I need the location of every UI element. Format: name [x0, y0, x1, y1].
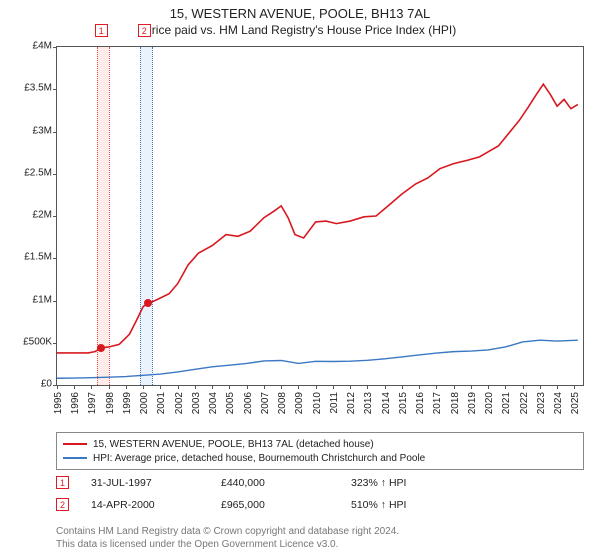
- x-tick-label: 1997: [87, 392, 98, 414]
- x-tick-label: 2012: [346, 392, 357, 414]
- x-tick-label: 2004: [208, 392, 219, 414]
- legend-label: HPI: Average price, detached house, Bour…: [93, 453, 425, 464]
- sale-row: 1 31-JUL-1997£440,000323% ↑ HPI: [56, 476, 584, 489]
- x-tick-label: 2002: [174, 392, 185, 414]
- x-tick-label: 2016: [415, 392, 426, 414]
- y-tick-label: £0: [4, 379, 52, 390]
- x-tick-label: 2000: [139, 392, 150, 414]
- x-tick-label: 2022: [519, 392, 530, 414]
- y-tick-label: £2.5M: [4, 167, 52, 178]
- sale-row-date: 31-JUL-1997: [91, 477, 221, 489]
- legend-box: 15, WESTERN AVENUE, POOLE, BH13 7AL (det…: [56, 432, 584, 470]
- sale-row-pct: 323% ↑ HPI: [351, 477, 406, 489]
- x-tick-label: 2001: [156, 392, 167, 414]
- chart-subtitle: Price paid vs. HM Land Registry's House …: [0, 23, 600, 37]
- x-tick-label: 2003: [191, 392, 202, 414]
- chart-svg: [57, 47, 583, 385]
- footnote-line-1: Contains HM Land Registry data © Crown c…: [56, 526, 584, 539]
- x-tick-label: 2006: [243, 392, 254, 414]
- x-tick-label: 2005: [225, 392, 236, 414]
- x-tick-label: 2013: [363, 392, 374, 414]
- x-tick-label: 2014: [381, 392, 392, 414]
- y-tick-label: £4M: [4, 41, 52, 52]
- x-tick-label: 2010: [312, 392, 323, 414]
- x-tick-label: 2021: [501, 392, 512, 414]
- x-tick-label: 1998: [105, 392, 116, 414]
- x-tick-label: 1999: [122, 392, 133, 414]
- chart-area: [56, 46, 584, 386]
- y-tick-label: £3M: [4, 125, 52, 136]
- x-tick-label: 2008: [277, 392, 288, 414]
- sale-point: [144, 299, 152, 307]
- sale-row-price: £965,000: [221, 499, 351, 511]
- x-tick-label: 1995: [53, 392, 64, 414]
- legend-label: 15, WESTERN AVENUE, POOLE, BH13 7AL (det…: [93, 439, 374, 450]
- footnote-line-2: This data is licensed under the Open Gov…: [56, 539, 584, 552]
- x-tick-label: 2025: [570, 392, 581, 414]
- y-tick-label: £3.5M: [4, 83, 52, 94]
- x-tick-label: 2015: [398, 392, 409, 414]
- x-tick-label: 2011: [329, 392, 340, 414]
- legend-swatch: [63, 443, 87, 445]
- y-tick-label: £2M: [4, 210, 52, 221]
- x-tick-label: 2024: [553, 392, 564, 414]
- sale-row-marker: 2: [56, 498, 69, 511]
- x-tick-label: 2019: [467, 392, 478, 414]
- legend-row: 15, WESTERN AVENUE, POOLE, BH13 7AL (det…: [63, 437, 577, 451]
- x-tick-label: 2017: [432, 392, 443, 414]
- sale-row-pct: 510% ↑ HPI: [351, 499, 406, 511]
- y-tick-label: £1M: [4, 294, 52, 305]
- x-tick-label: 2018: [450, 392, 461, 414]
- chart-title: 15, WESTERN AVENUE, POOLE, BH13 7AL: [0, 6, 600, 21]
- legend-swatch: [63, 457, 87, 459]
- sale-row-price: £440,000: [221, 477, 351, 489]
- sale-row-marker: 1: [56, 476, 69, 489]
- sale-row-date: 14-APR-2000: [91, 499, 221, 511]
- sale-point: [97, 344, 105, 352]
- x-tick-label: 2023: [536, 392, 547, 414]
- x-tick-label: 1996: [70, 392, 81, 414]
- x-tick-label: 2007: [260, 392, 271, 414]
- y-tick-label: £1.5M: [4, 252, 52, 263]
- event-marker-box: 2: [138, 24, 151, 37]
- x-tick-label: 2020: [484, 392, 495, 414]
- x-tick-label: 2009: [294, 392, 305, 414]
- event-marker-box: 1: [95, 24, 108, 37]
- legend-row: HPI: Average price, detached house, Bour…: [63, 451, 577, 465]
- series-price_paid: [57, 84, 578, 353]
- y-tick-label: £500K: [4, 336, 52, 347]
- series-hpi: [57, 340, 578, 378]
- sale-row: 2 14-APR-2000£965,000510% ↑ HPI: [56, 498, 584, 511]
